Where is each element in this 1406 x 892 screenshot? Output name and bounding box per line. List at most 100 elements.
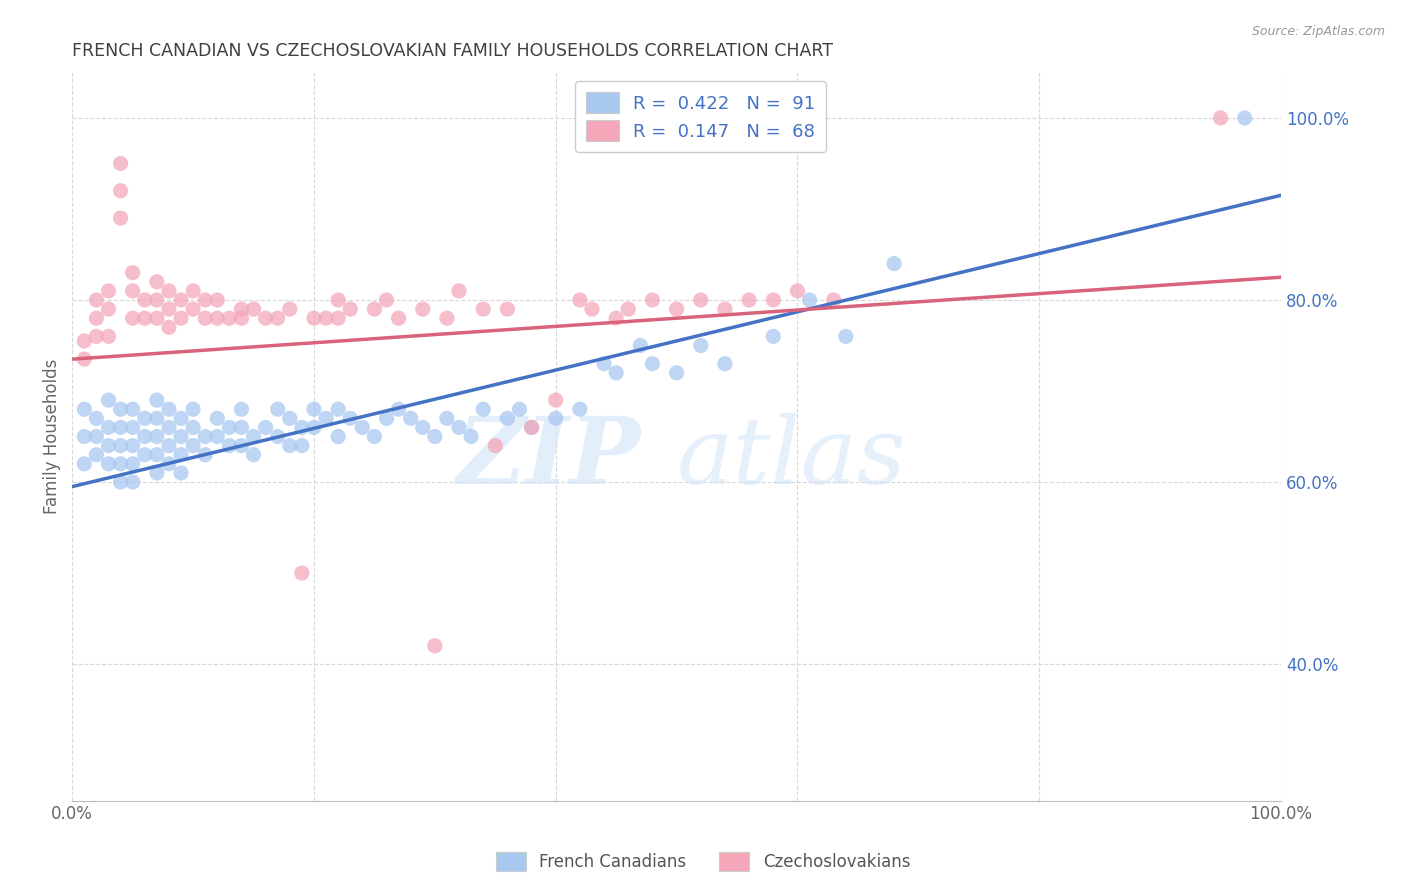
Point — [267, 311, 290, 326]
Point — [121, 284, 143, 298]
Point — [436, 411, 458, 425]
Text: ZIP: ZIP — [456, 413, 640, 503]
Point — [157, 284, 180, 298]
Point — [278, 302, 301, 317]
Point — [436, 311, 458, 326]
Point — [605, 366, 627, 380]
Point — [73, 429, 96, 443]
Point — [218, 311, 240, 326]
Point — [302, 311, 325, 326]
Point — [134, 311, 156, 326]
Point — [352, 420, 374, 434]
Point — [254, 420, 277, 434]
Point — [762, 293, 785, 307]
Point — [328, 293, 350, 307]
Point — [484, 439, 506, 453]
Point — [110, 156, 132, 170]
Point — [399, 411, 422, 425]
Point — [110, 211, 132, 225]
Point — [714, 357, 737, 371]
Point — [97, 329, 120, 343]
Point — [194, 311, 217, 326]
Point — [762, 329, 785, 343]
Point — [170, 293, 193, 307]
Point — [110, 439, 132, 453]
Point — [146, 393, 169, 408]
Point — [544, 393, 567, 408]
Point — [86, 429, 108, 443]
Point — [146, 466, 169, 480]
Point — [73, 352, 96, 367]
Point — [799, 293, 821, 307]
Point — [786, 284, 808, 298]
Point — [254, 311, 277, 326]
Point — [328, 429, 350, 443]
Point — [121, 311, 143, 326]
Point — [883, 256, 905, 270]
Point — [157, 420, 180, 434]
Point — [291, 420, 314, 434]
Point — [157, 302, 180, 317]
Point — [146, 448, 169, 462]
Point — [86, 311, 108, 326]
Legend: R =  0.422   N =  91, R =  0.147   N =  68: R = 0.422 N = 91, R = 0.147 N = 68 — [575, 81, 827, 152]
Point — [170, 311, 193, 326]
Point — [231, 439, 253, 453]
Point — [181, 302, 204, 317]
Point — [267, 402, 290, 417]
Point — [181, 439, 204, 453]
Point — [835, 329, 858, 343]
Point — [328, 311, 350, 326]
Point — [231, 420, 253, 434]
Point — [423, 429, 446, 443]
Point — [207, 411, 229, 425]
Point — [472, 302, 495, 317]
Point — [181, 402, 204, 417]
Point — [581, 302, 603, 317]
Point — [86, 448, 108, 462]
Point — [170, 466, 193, 480]
Point — [823, 293, 845, 307]
Point — [496, 411, 519, 425]
Point — [86, 411, 108, 425]
Point — [146, 293, 169, 307]
Point — [73, 334, 96, 348]
Point — [181, 420, 204, 434]
Point — [568, 293, 591, 307]
Point — [110, 184, 132, 198]
Point — [97, 284, 120, 298]
Point — [73, 402, 96, 417]
Point — [412, 302, 434, 317]
Point — [170, 429, 193, 443]
Point — [181, 284, 204, 298]
Point — [242, 302, 264, 317]
Point — [97, 393, 120, 408]
Point — [508, 402, 530, 417]
Point — [302, 402, 325, 417]
Point — [339, 302, 361, 317]
Point — [363, 429, 385, 443]
Point — [689, 293, 711, 307]
Point — [207, 429, 229, 443]
Point — [134, 429, 156, 443]
Point — [121, 420, 143, 434]
Point — [110, 457, 132, 471]
Y-axis label: Family Households: Family Households — [44, 359, 60, 514]
Point — [121, 439, 143, 453]
Point — [605, 311, 627, 326]
Point — [472, 402, 495, 417]
Point — [267, 429, 290, 443]
Point — [1209, 111, 1232, 125]
Point — [121, 457, 143, 471]
Point — [387, 402, 409, 417]
Point — [146, 311, 169, 326]
Point — [97, 457, 120, 471]
Point — [617, 302, 640, 317]
Point — [207, 293, 229, 307]
Point — [641, 357, 664, 371]
Point — [375, 411, 398, 425]
Point — [665, 302, 688, 317]
Point — [520, 420, 543, 434]
Point — [231, 302, 253, 317]
Point — [363, 302, 385, 317]
